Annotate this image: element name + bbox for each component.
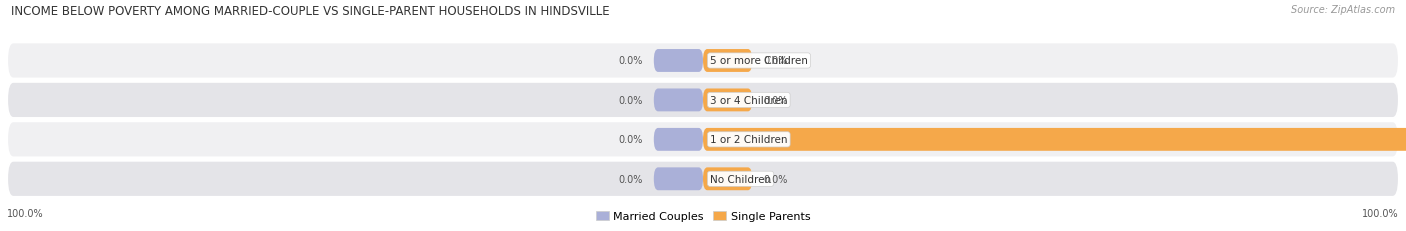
FancyBboxPatch shape — [7, 43, 1399, 79]
Text: 0.0%: 0.0% — [763, 174, 787, 184]
Text: 0.0%: 0.0% — [619, 56, 643, 66]
FancyBboxPatch shape — [654, 128, 703, 151]
Text: 0.0%: 0.0% — [619, 95, 643, 106]
Text: 3 or 4 Children: 3 or 4 Children — [710, 95, 787, 106]
FancyBboxPatch shape — [703, 50, 752, 73]
Text: Source: ZipAtlas.com: Source: ZipAtlas.com — [1291, 5, 1395, 15]
FancyBboxPatch shape — [7, 161, 1399, 197]
Legend: Married Couples, Single Parents: Married Couples, Single Parents — [592, 206, 814, 225]
Text: 1 or 2 Children: 1 or 2 Children — [710, 135, 787, 145]
Text: No Children: No Children — [710, 174, 770, 184]
FancyBboxPatch shape — [703, 89, 752, 112]
FancyBboxPatch shape — [654, 168, 703, 190]
Text: 0.0%: 0.0% — [763, 56, 787, 66]
Text: 100.0%: 100.0% — [1362, 208, 1399, 218]
FancyBboxPatch shape — [654, 50, 703, 73]
Text: 0.0%: 0.0% — [619, 135, 643, 145]
FancyBboxPatch shape — [7, 122, 1399, 158]
FancyBboxPatch shape — [654, 89, 703, 112]
Text: 0.0%: 0.0% — [763, 95, 787, 106]
Text: 0.0%: 0.0% — [619, 174, 643, 184]
FancyBboxPatch shape — [7, 82, 1399, 119]
Text: 5 or more Children: 5 or more Children — [710, 56, 808, 66]
Text: 100.0%: 100.0% — [7, 208, 44, 218]
FancyBboxPatch shape — [703, 128, 1406, 151]
Text: INCOME BELOW POVERTY AMONG MARRIED-COUPLE VS SINGLE-PARENT HOUSEHOLDS IN HINDSVI: INCOME BELOW POVERTY AMONG MARRIED-COUPL… — [11, 5, 610, 18]
FancyBboxPatch shape — [703, 168, 752, 190]
